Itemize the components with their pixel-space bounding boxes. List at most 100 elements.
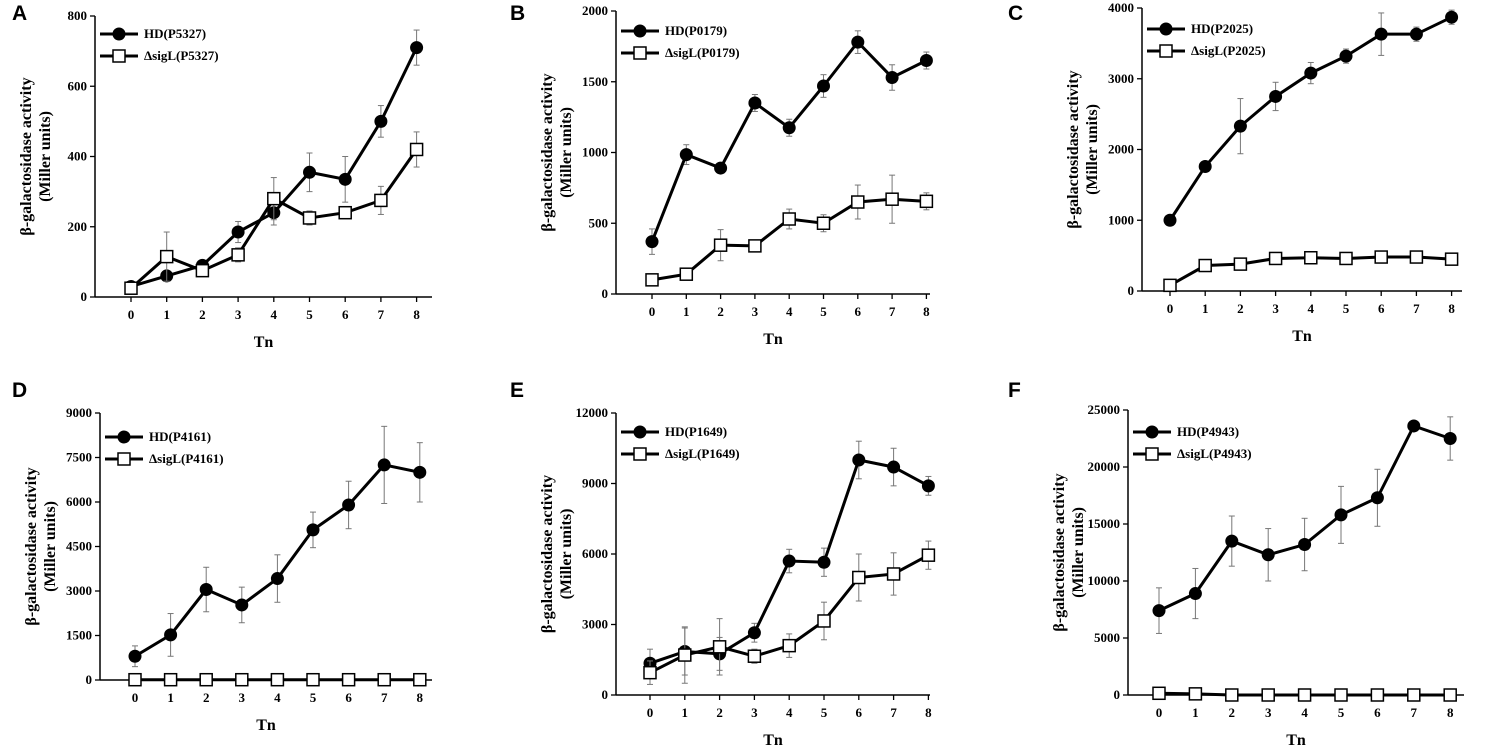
data-point <box>782 554 796 568</box>
x-tick-label: 3 <box>1272 301 1279 316</box>
x-tick-label: 1 <box>163 307 170 322</box>
y-tick-label: 6000 <box>66 494 92 509</box>
y-tick-label: 4000 <box>1108 0 1134 15</box>
x-tick-label: 7 <box>1413 301 1420 316</box>
y-axis-title-units: (Miller units) <box>1084 104 1101 195</box>
legend-label: ΔsigL(P2025) <box>1191 43 1266 58</box>
data-point <box>852 570 866 585</box>
x-tick-label: 3 <box>751 705 758 720</box>
x-tick-label: 0 <box>649 304 656 319</box>
data-point <box>748 239 762 253</box>
data-point <box>714 161 728 175</box>
data-point <box>817 555 831 569</box>
x-tick-label: 8 <box>1447 705 1454 720</box>
y-tick-label: 0 <box>602 286 609 301</box>
legend-label: HD(P1649) <box>665 424 727 439</box>
data-point <box>163 672 178 687</box>
y-tick-label: 25000 <box>1088 402 1121 417</box>
data-point <box>1163 278 1177 293</box>
data-point <box>1304 250 1318 265</box>
panel-d: D 0 1500 3000 4500 6000 7500 9000 0 1 2 3 4 5 6 7 8 Tn β-g… <box>0 375 498 755</box>
x-tick-label: 1 <box>1202 301 1209 316</box>
data-point <box>267 191 281 206</box>
data-point <box>1334 688 1348 702</box>
panel-letter: D <box>12 379 27 402</box>
data-point <box>1261 548 1275 562</box>
x-tick-label: 2 <box>1237 301 1244 316</box>
data-point <box>374 114 388 128</box>
y-tick-label: 1000 <box>582 145 608 160</box>
y-tick-label: 4500 <box>66 539 92 554</box>
y-axis-title-units: (Miller units) <box>42 501 59 592</box>
series-sigl <box>645 174 934 287</box>
x-axis-title: Tn <box>256 717 276 734</box>
legend-marker <box>117 452 131 466</box>
y-axis-title: β-galactosidase activity <box>18 77 35 235</box>
x-tick-label: 8 <box>923 304 930 319</box>
data-point <box>886 567 901 581</box>
x-tick-label: 5 <box>1343 301 1350 316</box>
legend-label: ΔsigL(P1649) <box>665 446 740 461</box>
data-point <box>1188 687 1203 701</box>
data-point <box>1407 688 1421 702</box>
data-point <box>128 672 142 687</box>
x-axis-title: Tn <box>254 334 274 351</box>
data-point <box>1370 688 1385 702</box>
y-tick-label: 6000 <box>582 546 608 561</box>
data-point <box>413 672 427 687</box>
y-tick-label: 800 <box>68 8 88 23</box>
y-axis-title-units: (Miller units) <box>37 111 54 202</box>
y-tick-label: 2000 <box>1108 142 1134 157</box>
data-point <box>338 172 352 186</box>
x-tick-label: 2 <box>199 307 206 322</box>
legend-marker <box>1159 44 1173 58</box>
y-tick-label: 0 <box>81 289 88 304</box>
series-hd <box>645 30 933 255</box>
legend-marker <box>633 46 647 60</box>
data-point <box>124 281 138 295</box>
data-point <box>195 263 210 278</box>
x-tick-label: 5 <box>306 307 313 322</box>
panel-f: F 0 5000 10000 15000 20000 25000 0 1 2 3 4 5 6 7 8 Tn β-g… <box>996 375 1494 755</box>
legend-label: HD(P4943) <box>1177 424 1239 439</box>
data-point <box>748 96 762 110</box>
legend-label: HD(P0179) <box>665 23 727 38</box>
panel-letter: E <box>510 379 524 402</box>
y-tick-label: 0 <box>86 672 93 687</box>
data-point <box>342 498 356 512</box>
data-point <box>231 225 245 239</box>
y-tick-label: 0 <box>1114 687 1121 702</box>
legend-marker <box>633 447 647 461</box>
data-point <box>1233 257 1248 271</box>
data-point <box>377 458 391 472</box>
data-point <box>782 121 796 135</box>
data-point <box>712 640 727 654</box>
x-tick-label: 3 <box>239 690 246 705</box>
data-point <box>1444 252 1459 266</box>
legend-marker <box>112 27 126 41</box>
data-point <box>1298 538 1312 552</box>
data-point <box>782 212 796 226</box>
data-point <box>302 211 317 225</box>
chart-e: E 0 3000 6000 9000 12000 0 1 2 3 4 5 6 7 8 Tn β-galactos… <box>510 379 936 749</box>
y-tick-label: 7500 <box>66 450 92 465</box>
x-tick-label: 7 <box>1411 705 1418 720</box>
y-axis-title-units: (Miller units) <box>558 509 575 600</box>
data-point <box>1152 604 1166 618</box>
data-point <box>199 583 213 597</box>
legend-marker <box>117 430 131 444</box>
x-tick-label: 2 <box>1229 705 1236 720</box>
data-point <box>1334 508 1348 522</box>
data-point <box>643 665 657 680</box>
data-point <box>679 148 693 162</box>
y-tick-label: 10000 <box>1088 573 1121 588</box>
x-tick-label: 4 <box>786 705 793 720</box>
y-tick-label: 1500 <box>582 74 608 89</box>
y-tick-label: 600 <box>68 78 88 93</box>
y-tick-label: 1500 <box>66 628 92 643</box>
data-point <box>270 572 284 586</box>
y-axis-title: β-galactosidase activity <box>1051 473 1068 631</box>
chart-b: B 0 500 1000 1500 2000 0 1 2 3 4 5 6 7 8 Tn β-galactosid… <box>510 2 934 348</box>
panel-b: B 0 500 1000 1500 2000 0 1 2 3 4 5 6 7 8 Tn β-galactosid… <box>498 0 996 380</box>
data-point <box>1233 119 1247 133</box>
